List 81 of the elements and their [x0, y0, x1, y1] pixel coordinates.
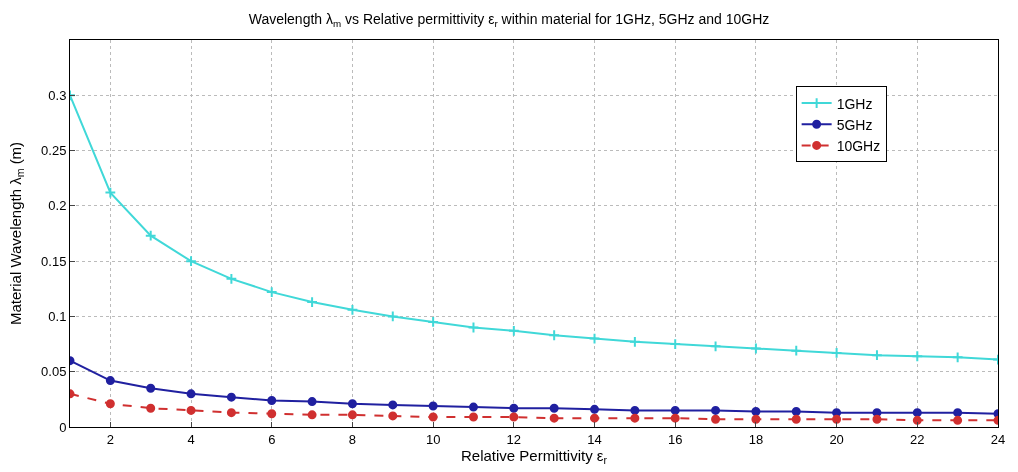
x-tick-label: 18 [748, 431, 764, 447]
legend-label: 10GHz [836, 137, 881, 154]
point [549, 413, 559, 423]
point [549, 403, 559, 413]
point [307, 397, 317, 407]
x-tick-label: 6 [268, 431, 276, 447]
point [751, 407, 761, 417]
point [226, 392, 236, 402]
x-tick-label: 12 [506, 431, 522, 447]
point [912, 415, 922, 425]
point [265, 286, 278, 298]
point [872, 414, 882, 424]
point [590, 413, 600, 423]
legend-label: 5GHz [836, 116, 873, 133]
point [104, 186, 117, 199]
point [428, 412, 438, 422]
x-tick-label: 20 [829, 431, 844, 447]
x-tick-label: 22 [910, 431, 925, 447]
point [267, 395, 277, 405]
x-tick-label: 8 [348, 431, 357, 447]
point [388, 400, 398, 410]
point [953, 415, 963, 425]
point [630, 405, 640, 415]
x-tick-label: 4 [187, 431, 195, 447]
point [386, 310, 399, 323]
point [630, 413, 640, 423]
point [953, 408, 963, 418]
x-tick-label: 10 [425, 431, 441, 447]
point [791, 414, 801, 424]
y-tick-label: 0.3 [48, 87, 67, 103]
point [509, 403, 519, 413]
point [186, 405, 196, 415]
point [105, 399, 115, 409]
point [388, 411, 398, 421]
point [669, 338, 682, 350]
point [306, 296, 318, 308]
point [105, 376, 115, 386]
point [832, 414, 842, 424]
point [670, 413, 680, 423]
point [428, 401, 438, 411]
point [912, 408, 922, 418]
y-tick-label: 0.15 [41, 253, 67, 269]
point [267, 409, 277, 419]
chart-title: Wavelength λ$_{m}$ vs Relative permittivity ε$_{r}$ within material for 1GHz, 5GHz and 10GHz [248, 10, 770, 29]
point [911, 350, 924, 363]
y-tick-label: 0 [59, 419, 67, 435]
point [347, 399, 357, 409]
x-axis-title: Relative Permittivity ε$_{r}$ [460, 446, 608, 466]
point [830, 347, 843, 359]
point [347, 410, 357, 420]
point [709, 340, 722, 353]
point [711, 405, 721, 415]
point [144, 229, 157, 242]
point [548, 329, 561, 342]
y-tick-label: 0.05 [41, 364, 67, 380]
point [146, 383, 156, 393]
y-tick-label: 0.25 [41, 143, 67, 159]
point [467, 321, 480, 334]
point [307, 410, 317, 420]
x-tick-label: 2 [106, 431, 114, 447]
point [226, 408, 236, 418]
y-tick-label: 0.1 [48, 308, 67, 324]
point [468, 412, 478, 422]
legend-label: 1GHz [836, 95, 873, 112]
point [791, 407, 801, 417]
point [468, 402, 478, 412]
point [588, 332, 601, 345]
point [711, 414, 721, 424]
point [670, 405, 680, 415]
x-tick-label: 16 [667, 431, 683, 447]
y-tick-label: 0.2 [48, 198, 67, 214]
point [146, 403, 156, 413]
point [751, 414, 761, 424]
point [186, 389, 196, 399]
point [509, 412, 519, 422]
x-tick-label: 14 [587, 431, 602, 447]
point [750, 342, 762, 355]
x-tick-label: 24 [990, 431, 1006, 447]
point [790, 344, 803, 357]
point [951, 351, 964, 364]
point [590, 404, 600, 414]
